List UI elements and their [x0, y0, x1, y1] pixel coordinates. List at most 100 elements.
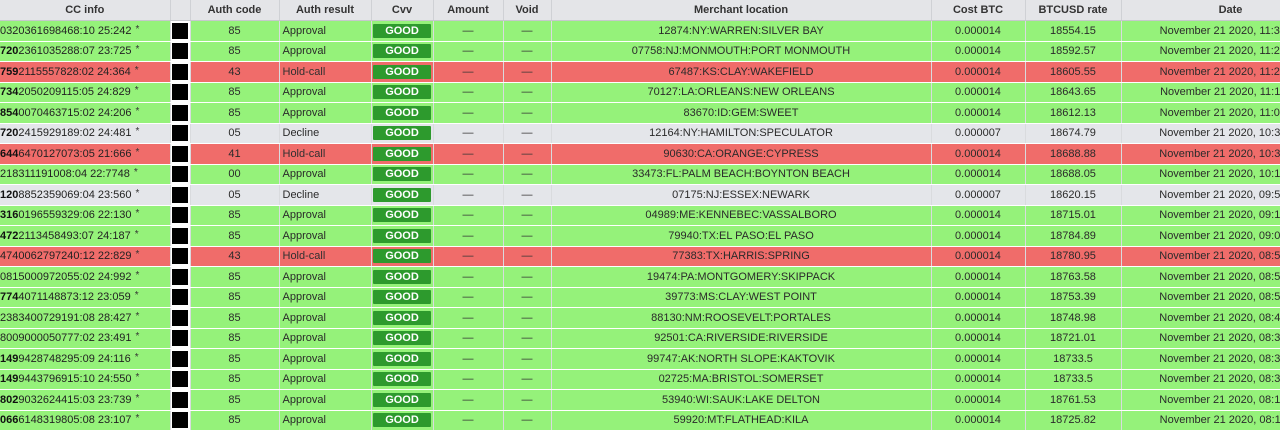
merchant-location-cell: 79940:TX:EL PASO:EL PASO	[551, 225, 932, 247]
btcusd-rate-cell: 18780.95	[1025, 246, 1122, 267]
cc-info-cell[interactable]: 7202415929189:02 24:481 *	[0, 123, 171, 144]
table-row[interactable]: 8029032624415:03 23:739 * 85 Approval GOOD — —…	[0, 389, 1280, 411]
col-auth-result[interactable]: Auth result	[279, 0, 372, 21]
cc-info-cell[interactable]: 0815000972055:02 24:992 *	[0, 266, 171, 288]
cc-info-cell[interactable]: 8540070463715:02 24:206 *	[0, 102, 171, 124]
table-row[interactable]: 6446470127073:05 21:666 * 41 Hold-call GOOD —…	[0, 143, 1280, 165]
redacted-cell	[170, 143, 191, 165]
cc-info-cell[interactable]: 8029032624415:03 23:739 *	[0, 389, 171, 411]
cc-info-cell[interactable]: 6446470127073:05 21:666 *	[0, 143, 171, 165]
cc-info-cell[interactable]: 0320361698468:10 25:242 *	[0, 20, 171, 42]
cost-btc-cell: 0.000014	[931, 41, 1026, 62]
merchant-location-cell: 33473:FL:PALM BEACH:BOYNTON BEACH	[551, 164, 932, 185]
auth-result-cell: Hold-call	[279, 61, 372, 83]
cvv-badge: GOOD	[373, 290, 431, 305]
void-cell: —	[503, 61, 552, 83]
cc-info-cell[interactable]: 1499428748295:09 24:116 *	[0, 348, 171, 370]
redaction-block	[172, 166, 188, 183]
cc-info-cell[interactable]: 7342050209115:05 24:829 *	[0, 82, 171, 103]
col-blank	[170, 0, 191, 21]
table-row[interactable]: 7744071148873:12 23:059 * 85 Approval GOOD — —…	[0, 287, 1280, 308]
cc-info-cell[interactable]: 4740062797240:12 22:829 *	[0, 246, 171, 267]
cc-info-cell[interactable]: 1499443796915:10 24:550 *	[0, 369, 171, 390]
redacted-cell	[170, 82, 191, 103]
table-row[interactable]: 7202361035288:07 23:725 * 85 Approval GOOD — —…	[0, 41, 1280, 62]
redacted-cell	[170, 369, 191, 390]
cc-info-cell[interactable]: 218311191008:04 22:7748 *	[0, 164, 171, 185]
table-row[interactable]: 218311191008:04 22:7748 * 00 Approval GOOD — —…	[0, 164, 1280, 185]
merchant-location-cell: 04989:ME:KENNEBEC:VASSALBORO	[551, 205, 932, 226]
cvv-cell: GOOD	[371, 348, 434, 370]
cc-info-cell[interactable]: 0666148319805:08 23:107 *	[0, 410, 171, 431]
auth-result-cell: Hold-call	[279, 143, 372, 165]
table-row[interactable]: 3160196559329:06 22:130 * 85 Approval GOOD — —…	[0, 205, 1280, 226]
date-cell: November 21 2020, 08:11:25	[1121, 410, 1280, 431]
cc-info-cell[interactable]: 3160196559329:06 22:130 *	[0, 205, 171, 226]
table-row[interactable]: 7592115557828:02 24:364 * 43 Hold-call GOOD —…	[0, 61, 1280, 83]
cc-info-cell[interactable]: 7592115557828:02 24:364 *	[0, 61, 171, 83]
cc-info-cell[interactable]: 1208852359069:04 23:560 *	[0, 184, 171, 206]
col-btcusd-rate[interactable]: BTCUSD rate	[1025, 0, 1122, 21]
cc-info-cell[interactable]: 2383400729191:08 28:427 *	[0, 307, 171, 329]
redacted-cell	[170, 61, 191, 83]
cc-star: *	[135, 146, 140, 158]
table-row[interactable]: 4740062797240:12 22:829 * 43 Hold-call GOOD —…	[0, 246, 1280, 267]
cost-btc-cell: 0.000014	[931, 164, 1026, 185]
auth-result-cell: Approval	[279, 225, 372, 247]
cc-number: 0815000972055:02 24:992	[0, 270, 132, 283]
col-merchant-location[interactable]: Merchant location	[551, 0, 932, 21]
cvv-badge: GOOD	[373, 413, 431, 428]
col-cost-btc[interactable]: Cost BTC	[931, 0, 1026, 21]
cc-info-cell[interactable]: 8009000050777:02 23:491 *	[0, 328, 171, 349]
cc-info-cell[interactable]: 7202361035288:07 23:725 *	[0, 41, 171, 62]
auth-code-cell: 85	[190, 369, 280, 390]
table-row[interactable]: 1499443796915:10 24:550 * 85 Approval GOOD — —…	[0, 369, 1280, 390]
redaction-block	[172, 330, 188, 347]
col-cc-info[interactable]: CC info	[0, 0, 171, 21]
cost-btc-cell: 0.000014	[931, 389, 1026, 411]
table-row[interactable]: 7202415929189:02 24:481 * 05 Decline GOOD — —1…	[0, 123, 1280, 144]
cvv-cell: GOOD	[371, 307, 434, 329]
table-row[interactable]: 1499428748295:09 24:116 * 85 Approval GOOD — —…	[0, 348, 1280, 370]
table-header: CC info Auth code Auth result Cvv Amount…	[0, 0, 1280, 21]
table-row[interactable]: 8540070463715:02 24:206 * 85 Approval GOOD — —…	[0, 102, 1280, 124]
cvv-cell: GOOD	[371, 61, 434, 83]
redacted-cell	[170, 205, 191, 226]
merchant-location-cell: 12874:NY:WARREN:SILVER BAY	[551, 20, 932, 42]
col-cvv[interactable]: Cvv	[371, 0, 434, 21]
redacted-cell	[170, 123, 191, 144]
table-body: 0320361698468:10 25:242 * 85 Approval GOOD — —…	[0, 20, 1280, 431]
auth-code-cell: 05	[190, 123, 280, 144]
col-void[interactable]: Void	[503, 0, 552, 21]
cvv-badge: GOOD	[373, 187, 431, 202]
cvv-cell: GOOD	[371, 20, 434, 42]
col-amount[interactable]: Amount	[433, 0, 504, 21]
cvv-cell: GOOD	[371, 41, 434, 62]
redaction-block	[172, 84, 188, 101]
table-row[interactable]: 0320361698468:10 25:242 * 85 Approval GOOD — —…	[0, 20, 1280, 42]
void-cell: —	[503, 41, 552, 62]
btcusd-rate-cell: 18753.39	[1025, 287, 1122, 308]
date-cell: November 21 2020, 08:48:33	[1121, 307, 1280, 329]
table-row[interactable]: 8009000050777:02 23:491 * 85 Approval GOOD — —…	[0, 328, 1280, 349]
merchant-location-cell: 92501:CA:RIVERSIDE:RIVERSIDE	[551, 328, 932, 349]
cc-info-cell[interactable]: 4722113458493:07 24:187 *	[0, 225, 171, 247]
table-row[interactable]: 2383400729191:08 28:427 * 85 Approval GOOD — —…	[0, 307, 1280, 329]
merchant-location-cell: 83670:ID:GEM:SWEET	[551, 102, 932, 124]
auth-result-cell: Approval	[279, 205, 372, 226]
table-row[interactable]: 1208852359069:04 23:560 * 05 Decline GOOD — —0…	[0, 184, 1280, 206]
cc-bin: 149	[0, 373, 19, 386]
date-cell: November 21 2020, 08:54:42	[1121, 266, 1280, 288]
table-row[interactable]: 0666148319805:08 23:107 * 85 Approval GOOD — —…	[0, 410, 1280, 431]
cc-number: 2050209115:05 24:829	[18, 86, 131, 99]
cc-star: *	[134, 290, 139, 302]
table-row[interactable]: 7342050209115:05 24:829 * 85 Approval GOOD — —…	[0, 82, 1280, 103]
table-row[interactable]: 0815000972055:02 24:992 * 85 Approval GOOD — —…	[0, 266, 1280, 288]
col-auth-code[interactable]: Auth code	[190, 0, 280, 21]
cvv-badge: GOOD	[373, 64, 431, 79]
col-date[interactable]: Date	[1121, 0, 1280, 21]
table-row[interactable]: 4722113458493:07 24:187 * 85 Approval GOOD — —…	[0, 225, 1280, 247]
cost-btc-cell: 0.000007	[931, 184, 1026, 206]
cc-info-cell[interactable]: 7744071148873:12 23:059 *	[0, 287, 171, 308]
cvv-badge: GOOD	[373, 372, 431, 387]
